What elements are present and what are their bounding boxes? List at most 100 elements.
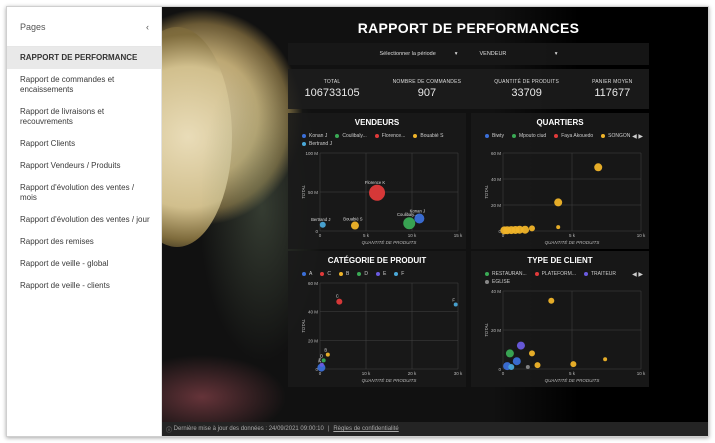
y-tick-label: 60 M [491,151,501,156]
period-select[interactable]: Sélectionner la période ▾ [374,47,464,61]
legend-swatch [374,134,379,138]
data-label: Florence K [365,180,385,185]
sidebar-item[interactable]: Rapport des remises [20,237,94,246]
data-point [548,297,555,304]
legend-entry[interactable]: Florence... [374,133,406,139]
data-label: F [452,298,455,303]
legend-label: RESTAURAN... [492,271,527,277]
x-axis-label: QUANTITÉ DE PRODUITS [545,239,600,245]
kpi-label: TOTAL [323,79,341,85]
legend-swatch [335,134,340,138]
x-tick-label: 10 k [637,233,646,238]
sidebar-item[interactable]: Rapport de veille - global [20,259,109,268]
legend-label: Biwty [492,133,504,139]
kpi-value: 907 [417,87,437,99]
legend-entry[interactable]: Bertrand J [302,141,332,147]
data-point [500,226,509,235]
x-tick-label: 15 k [454,233,463,238]
data-point [603,357,608,362]
report-footer: ⓘ Dernière mise à jour des données : 24/… [162,422,708,436]
legend-entry[interactable]: Konan J [302,133,327,139]
x-tick-label: 0 [319,233,322,238]
x-tick-label: 0 [502,371,505,376]
report-title: RAPPORT DE PERFORMANCES [357,20,580,36]
legend-entry[interactable]: E [375,271,386,277]
legend-entry[interactable]: Mpouto ciud [511,133,546,139]
privacy-link[interactable]: Règles de confidentialité [333,426,399,432]
info-icon: ⓘ [166,427,174,434]
data-point [512,357,521,366]
chevron-left-icon[interactable]: ‹ [146,21,149,32]
last-update-text: Dernière mise à jour des données : 24/09… [173,426,324,432]
legend-entry[interactable]: A [302,271,312,277]
y-tick-label: 20 M [308,338,318,343]
legend-swatch [511,134,516,138]
seller-select[interactable]: VENDEUR ▾ [474,47,564,61]
kpi-card: QUANTITÉ DE PRODUITS 33709 [494,79,559,99]
legend-entry[interactable]: TRAITEUR [584,271,616,277]
sidebar-item[interactable]: Rapport d'évolution des ventes / jour [20,215,150,224]
sidebar-item[interactable]: Rapport de livraisons et recouvrements [20,107,105,126]
pager-arrows-icon[interactable]: ◀ ▶ [632,272,643,278]
kpi-label: PANIER MOYEN [592,79,633,85]
legend-label: C [327,271,331,277]
data-label: D [320,353,323,358]
scatter-plot-vendeurs[interactable]: 0 50 M 100 M 0 5 k 10 k 15 k QUANTITÉ DE PRODUI… [288,113,466,249]
data-label: Coulibaly... [397,212,417,217]
data-point [319,362,324,367]
legend-swatch [413,134,418,138]
legend-swatch [534,272,539,276]
legend-label: D [364,271,368,277]
legend-label: A [309,271,313,277]
chart-title: VENDEURS [354,118,400,127]
pager-arrows-icon[interactable]: ◀ ▶ [632,134,643,140]
legend-swatch [394,272,399,276]
data-point [319,221,326,228]
legend-entry[interactable]: D [357,271,368,277]
data-label: B [324,348,327,353]
data-point [325,352,330,357]
data-point [505,349,514,358]
legend-entry[interactable]: Bouabié S [413,133,443,139]
data-point [534,362,541,369]
data-point [525,365,530,370]
legend-entry[interactable]: Faya Akouedo [554,133,593,139]
kpi-value: 106733105 [304,87,360,99]
scatter-plot-categorie[interactable]: 0 20 M 40 M 60 M 0 10 k 20 k 30 k QUANTITÉ DE PR… [288,251,466,387]
legend-entry[interactable]: RESTAURAN... [485,271,527,277]
legend-label: Florence... [381,133,406,139]
scatter-plot-type-client[interactable]: 0 20 M 40 M 0 5 k 10 k QUANTITÉ DE PRODUITS TOT… [471,251,649,387]
legend-label: Faya Akouedo [561,133,594,139]
sidebar-header: Pages ‹ [7,7,161,47]
scatter-plot-quartiers[interactable]: 0 20 M 40 M 60 M 0 5 k 10 k QUANTITÉ DE PRODUIT… [471,113,649,249]
y-tick-label: 20 M [491,203,501,208]
legend-entry[interactable]: Coulibaly... [335,133,367,139]
legend-entry[interactable]: C [320,271,331,277]
sidebar-item[interactable]: Rapport de commandes et encaissements [20,75,115,94]
legend-entry[interactable]: F [394,271,404,277]
sidebar-item[interactable]: RAPPORT DE PERFORMANCE [7,47,161,69]
sidebar-item[interactable]: Rapport Vendeurs / Produits [20,161,121,170]
legend-entry[interactable]: B [338,271,349,277]
sidebar-item[interactable]: Rapport de veille - clients [20,281,110,290]
x-axis-label: QUANTITÉ DE PRODUITS [362,239,417,245]
data-point [554,198,563,207]
legend-entry[interactable]: Biwty [485,133,504,139]
chart-title: CATÉGORIE DE PRODUIT [327,256,427,265]
chart-panel-quartiers: QUARTIERS Biwty Mpouto ciud Faya Akouedo SO… [471,113,649,249]
y-axis-label: TOTAL [301,318,306,333]
y-tick-label: 20 M [491,328,501,333]
legend-entry[interactable]: EGLISE [485,279,510,285]
sidebar-item[interactable]: Rapport d'évolution des ventes / mois [20,183,135,202]
data-label: Bouabié S [343,217,363,222]
legend-entry[interactable]: SONGON [601,133,630,139]
legend-label: EGLISE [492,279,511,285]
legend-entry[interactable]: PLATEFORM... [534,271,576,277]
y-tick-label: 0 [498,229,501,234]
legend-swatch [485,272,489,276]
kpi-bar: TOTAL 106733105 NOMBRE DE COMMANDES 907 QUAN… [288,69,649,109]
sidebar-item[interactable]: Rapport Clients [20,139,76,148]
x-tick-label: 0 [319,371,322,376]
data-point [453,302,458,307]
